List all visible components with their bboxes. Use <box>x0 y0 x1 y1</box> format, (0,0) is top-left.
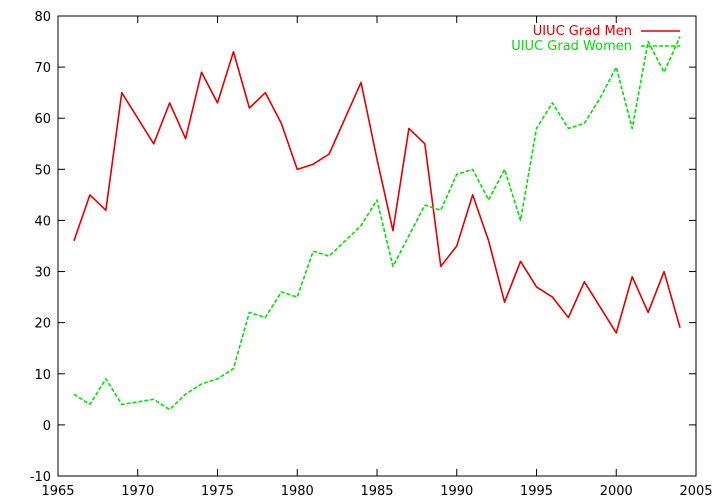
series-line-uiuc-grad-women <box>73 36 681 411</box>
plot-frame <box>57 15 697 477</box>
x-tick-label: 1995 <box>520 484 553 499</box>
y-tick-label: 40 <box>34 214 51 229</box>
y-tick-label: -10 <box>30 470 51 485</box>
x-tick-label: 2005 <box>679 484 712 499</box>
y-tick-label: 80 <box>34 10 51 25</box>
x-tick-label: 1985 <box>360 484 393 499</box>
x-tick-label: 1965 <box>41 484 74 499</box>
y-tick-label: 50 <box>34 163 51 178</box>
series-line-uiuc-grad-men <box>73 50 681 334</box>
legend-label-uiuc-grad-women: UIUC Grad Women <box>511 39 632 54</box>
x-tick-label: 1980 <box>281 484 314 499</box>
y-tick-label: 10 <box>34 368 51 383</box>
y-tick-label: 20 <box>34 317 51 332</box>
y-tick-label: 0 <box>43 419 51 434</box>
series-layer <box>73 36 681 411</box>
y-tick-label: 30 <box>34 266 51 281</box>
x-tick-label: 2000 <box>600 484 633 499</box>
y-tick-label: 60 <box>34 112 51 127</box>
x-tick-label: 1975 <box>201 484 234 499</box>
legend-label-uiuc-grad-men: UIUC Grad Men <box>533 24 632 39</box>
x-tick-label: 1970 <box>121 484 154 499</box>
x-tick-label: 1990 <box>440 484 473 499</box>
axis-ticks: 1965 1970 1975 1980 1985 1990 1995 2000 2005 -10 0… <box>30 10 713 499</box>
y-tick-label: 70 <box>34 61 51 76</box>
